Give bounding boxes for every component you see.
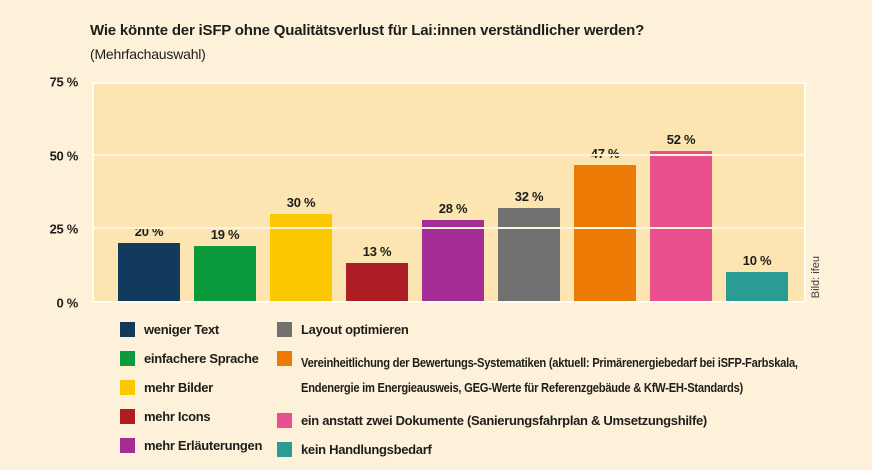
gridline-50 [94,154,804,157]
bar-group-5: 28 % [422,84,484,301]
bar [194,246,256,301]
legend-swatch [277,413,292,428]
bar-group-1: 20 % [118,84,180,301]
bar-group-3: 30 % [270,84,332,301]
y-tick-label: 75 % [49,74,79,90]
bar [650,150,712,301]
y-tick-label: 50 % [49,148,79,164]
bar-value-label: 13 % [362,244,392,260]
legend-label: mehr Bilder [144,380,213,395]
image-credit: Bild: ifeu [810,256,822,299]
legend-swatch [120,351,135,366]
legend-swatch [120,438,135,453]
legend-item: Vereinheitlichung der Bewertungs-Systema… [277,350,872,400]
bar-group-4: 13 % [346,84,408,301]
bar-value-label: 28 % [438,201,468,216]
legend-swatch [277,351,292,366]
bar-value-label: 30 % [286,195,316,211]
bars-container: 20 % 19 % 30 % 13 % 28 % 32 % 47 % 52 % 10 % [94,84,804,301]
legend-label: mehr Icons [144,409,211,424]
chart-title: Wie könnte der iSFP ohne Qualitätsverlus… [90,22,645,39]
plot-area: 20 % 19 % 30 % 13 % 28 % 32 % 47 % 52 % 10 % [92,82,806,303]
bar-group-7: 47 % [574,84,636,301]
bar-group-9: 10 % [726,84,788,301]
y-axis: 0 % 25 % 50 % 75 % [0,75,79,311]
legend-item: kein Handlungsbedarf [277,441,872,458]
legend-label: mehr Erläuterungen [144,438,263,453]
bar-value-label: 52 % [666,131,696,147]
bar-value-label: 19 % [210,227,240,243]
legend-swatch [277,442,292,457]
bar [574,165,636,301]
bar-group-2: 19 % [194,84,256,301]
bar-group-8: 52 % [650,84,712,301]
legend-column-left: weniger Text einfachere Sprache mehr Bilde… [120,321,262,454]
bar-value-label: 32 % [514,189,544,205]
bar [422,220,484,301]
bar [118,243,180,301]
legend-label: weniger Text [144,322,219,337]
bar-group-6: 32 % [498,84,560,301]
legend-item: weniger Text [120,321,262,338]
legend-item: mehr Erläuterungen [120,437,262,454]
legend-swatch [277,322,292,337]
legend-item: ein anstatt zwei Dokumente (Sanierungsfa… [277,412,872,429]
legend-item: mehr Bilder [120,379,262,396]
legend-swatch [120,322,135,337]
legend-label: ein anstatt zwei Dokumente (Sanierungsfa… [301,413,707,428]
legend-swatch [120,380,135,395]
bar [346,263,408,301]
bar [498,208,560,301]
legend-label: einfachere Sprache [144,351,259,366]
legend-label: kein Handlungsbedarf [301,442,432,457]
legend-item: einfachere Sprache [120,350,262,367]
y-tick-label: 0 % [56,295,78,311]
legend-item: Layout optimieren [277,321,872,338]
gridline-25 [94,226,804,229]
legend-column-right: Layout optimieren Vereinheitlichung der B… [277,321,872,458]
bar [726,272,788,301]
bar-value-label: 10 % [742,253,772,269]
legend-label: Vereinheitlichung der Bewertungs-Systema… [301,355,798,395]
bar-value-label: 47 % [591,146,620,161]
legend-label: Layout optimieren [301,322,409,337]
chart-subtitle: (Mehrfachauswahl) [90,46,206,62]
y-tick-label: 25 % [49,221,79,237]
legend-swatch [120,409,135,424]
legend-item: mehr Icons [120,408,262,425]
